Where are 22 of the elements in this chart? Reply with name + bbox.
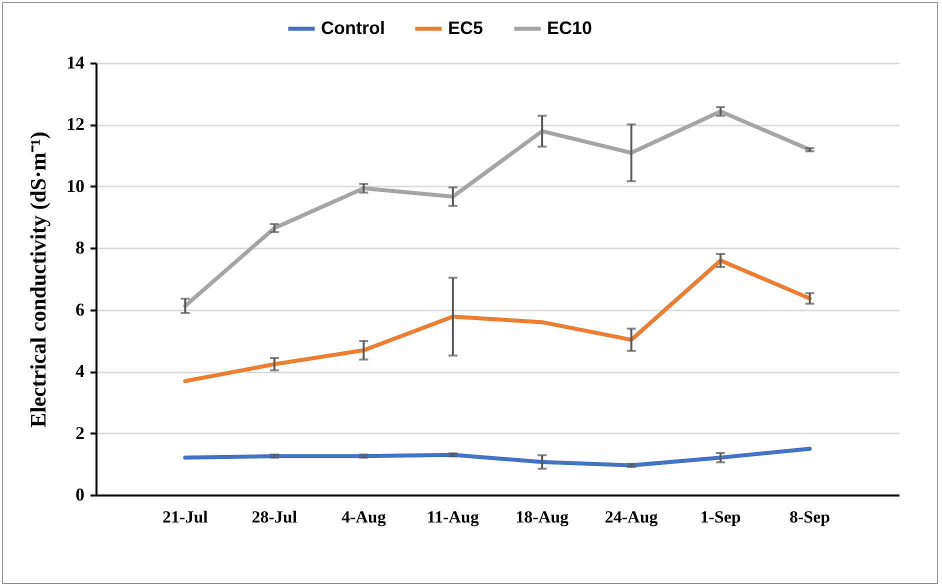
x-tick-label: 8-Sep [789, 508, 830, 526]
y-tick-label: 14 [66, 52, 84, 72]
y-tick-label: 8 [76, 238, 84, 258]
legend-label: Control [321, 18, 385, 38]
line-series [183, 446, 812, 468]
y-tick-label: 10 [66, 176, 84, 196]
x-tick-label: 28-Jul [252, 508, 298, 526]
y-tick-label: 0 [76, 484, 84, 504]
y-tick-label: 6 [76, 299, 84, 320]
x-tick-label: 1-Sep [700, 508, 741, 526]
x-tick-label: 4-Aug [341, 508, 386, 526]
legend-label: EC10 [547, 18, 592, 38]
legend-label: EC5 [448, 18, 484, 38]
y-axis-title: Electrical conductivity (dS·m⁻¹) [26, 132, 50, 428]
line-series [183, 258, 812, 384]
y-tick-label: 12 [66, 114, 84, 134]
y-tick-label: 4 [76, 361, 84, 382]
x-tick-label: 21-Jul [162, 508, 208, 526]
x-tick-label: 11-Aug [426, 508, 480, 526]
y-tick-label: 2 [76, 422, 84, 443]
x-tick-label: 18-Aug [516, 508, 570, 526]
x-tick-label: 24-Aug [604, 508, 658, 526]
